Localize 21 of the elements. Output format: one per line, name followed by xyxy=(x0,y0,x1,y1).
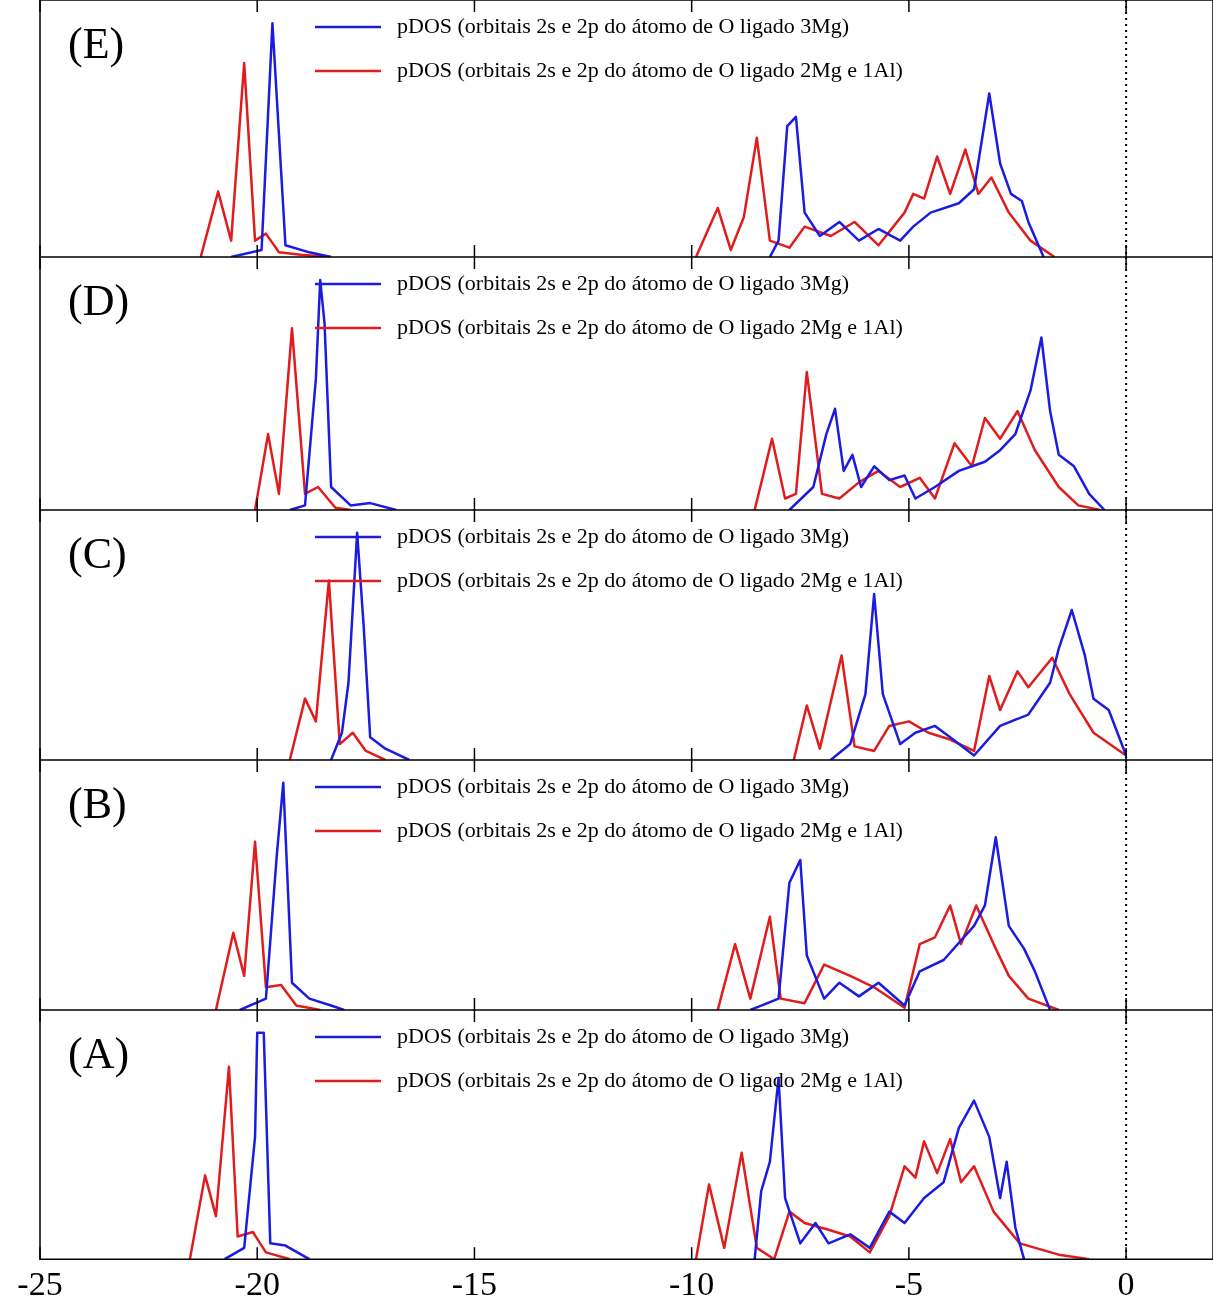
legend-label: pDOS (orbitais 2s e 2p do átomo de O ligado 2Mg e 1Al) xyxy=(397,56,903,82)
legend-label: pDOS (orbitais 2s e 2p do átomo de O ligado 3Mg) xyxy=(397,772,850,798)
x-tick-label: -25 xyxy=(17,1264,63,1302)
x-tick-label: -20 xyxy=(234,1264,280,1302)
x-tick-label: -10 xyxy=(669,1264,715,1302)
x-tick-label: -15 xyxy=(451,1264,498,1302)
legend-label: pDOS (orbitais 2s e 2p do átomo de O ligado 3Mg) xyxy=(397,269,850,295)
annotation: (A) xyxy=(68,1029,130,1078)
annotation: (B) xyxy=(68,779,127,828)
legend-label: pDOS (orbitais 2s e 2p do átomo de O ligado 3Mg) xyxy=(397,522,850,548)
legend-label: pDOS (orbitais 2s e 2p do átomo de O ligado 3Mg) xyxy=(397,1022,850,1048)
legend-label: pDOS (orbitais 2s e 2p do átomo de O ligado 2Mg e 1Al) xyxy=(397,816,903,842)
legend-label: pDOS (orbitais 2s e 2p do átomo de O ligado 3Mg) xyxy=(397,12,850,38)
annotation: (E) xyxy=(68,19,125,68)
x-tick-label: 0 xyxy=(1117,1264,1135,1302)
legend-label: pDOS (orbitais 2s e 2p do átomo de O ligado 2Mg e 1Al) xyxy=(397,566,903,592)
legend-label: pDOS (orbitais 2s e 2p do átomo de O ligado 2Mg e 1Al) xyxy=(397,313,903,339)
x-tick-label: -5 xyxy=(894,1264,924,1302)
annotation: (D) xyxy=(68,276,130,325)
annotation: (C) xyxy=(68,529,127,578)
legend-label: pDOS (orbitais 2s e 2p do átomo de O ligado 2Mg e 1Al) xyxy=(397,1066,903,1092)
